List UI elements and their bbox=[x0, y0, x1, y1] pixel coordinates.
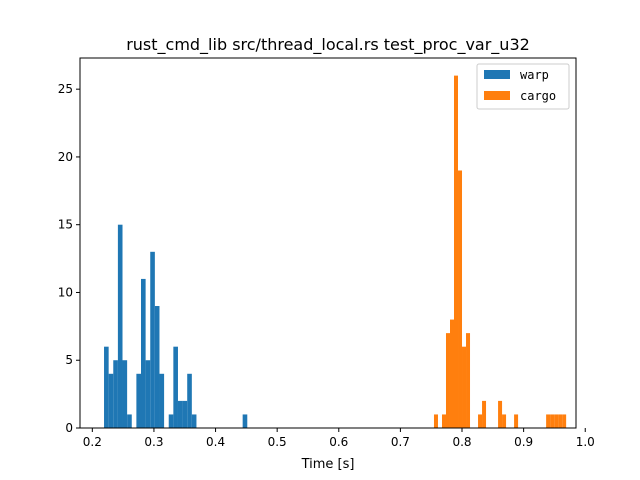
bar-cargo-11 bbox=[502, 414, 507, 428]
y-tick-label: 15 bbox=[58, 218, 73, 232]
chart-title: rust_cmd_lib src/thread_local.rs test_pr… bbox=[126, 35, 530, 55]
bar-cargo-1 bbox=[441, 414, 446, 428]
bar-cargo-5 bbox=[458, 170, 463, 429]
bar-cargo-16 bbox=[558, 414, 563, 428]
bar-warp-6 bbox=[136, 373, 141, 428]
bar-cargo-15 bbox=[554, 414, 559, 428]
bar-warp-13 bbox=[173, 346, 178, 428]
bar-cargo-14 bbox=[550, 414, 555, 428]
bar-cargo-9 bbox=[482, 400, 487, 428]
legend-swatch-warp bbox=[484, 70, 510, 79]
y-tick-label: 25 bbox=[58, 82, 73, 96]
y-axis: 0 5 10 15 20 25 bbox=[58, 82, 80, 435]
bar-warp-4 bbox=[122, 360, 128, 428]
bar-cargo-6 bbox=[462, 346, 467, 428]
bar-cargo-7 bbox=[466, 333, 471, 428]
x-tick-label: 0.6 bbox=[329, 435, 348, 449]
bar-warp-9 bbox=[150, 251, 155, 428]
bar-cargo-2 bbox=[445, 333, 450, 428]
bar-warp-11 bbox=[159, 373, 165, 428]
y-tick-label: 20 bbox=[58, 150, 73, 164]
bar-warp-17 bbox=[191, 414, 197, 428]
bar-warp-8 bbox=[145, 360, 151, 428]
bar-cargo-3 bbox=[450, 319, 454, 428]
bar-warp-7 bbox=[141, 278, 146, 428]
bar-warp-12 bbox=[168, 414, 174, 428]
bar-warp-2 bbox=[113, 360, 118, 428]
y-tick-label: 0 bbox=[65, 421, 73, 435]
bar-cargo-8 bbox=[478, 414, 483, 428]
legend: warp cargo bbox=[476, 63, 570, 110]
bar-cargo-17 bbox=[562, 414, 567, 428]
y-tick-label: 10 bbox=[58, 285, 73, 299]
bar-warp-3 bbox=[117, 224, 123, 428]
x-tick-label: 1.0 bbox=[576, 435, 595, 449]
bar-cargo-4 bbox=[454, 75, 458, 429]
x-tick-label: 0.5 bbox=[268, 435, 287, 449]
bar-cargo-13 bbox=[546, 414, 551, 428]
plot-frame bbox=[79, 57, 577, 429]
bar-cargo-12 bbox=[514, 414, 519, 428]
y-tick-label: 5 bbox=[65, 353, 73, 367]
bar-cargo-0 bbox=[433, 414, 438, 428]
x-axis-label: Time [s] bbox=[301, 457, 355, 472]
x-tick-label: 0.4 bbox=[206, 435, 225, 449]
x-axis: 0.2 0.3 0.4 0.5 0.6 0.7 0.8 0.9 1.0 bbox=[83, 428, 595, 449]
bar-warp-0 bbox=[104, 346, 109, 428]
legend-label-cargo: cargo bbox=[520, 89, 556, 103]
bars-group bbox=[104, 75, 567, 429]
bar-warp-16 bbox=[187, 373, 192, 428]
x-tick-label: 0.2 bbox=[83, 435, 102, 449]
bar-warp-14 bbox=[177, 400, 183, 428]
bar-cargo-10 bbox=[498, 400, 503, 428]
bar-warp-15 bbox=[182, 400, 188, 428]
bar-warp-18 bbox=[242, 414, 248, 428]
x-tick-label: 0.3 bbox=[144, 435, 163, 449]
x-tick-label: 0.9 bbox=[514, 435, 533, 449]
legend-label-warp: warp bbox=[520, 68, 549, 82]
x-tick-label: 0.8 bbox=[452, 435, 471, 449]
bar-warp-1 bbox=[108, 373, 114, 428]
bar-warp-5 bbox=[127, 414, 132, 428]
bar-warp-10 bbox=[154, 306, 160, 428]
x-tick-label: 0.7 bbox=[391, 435, 410, 449]
legend-swatch-cargo bbox=[484, 91, 510, 100]
